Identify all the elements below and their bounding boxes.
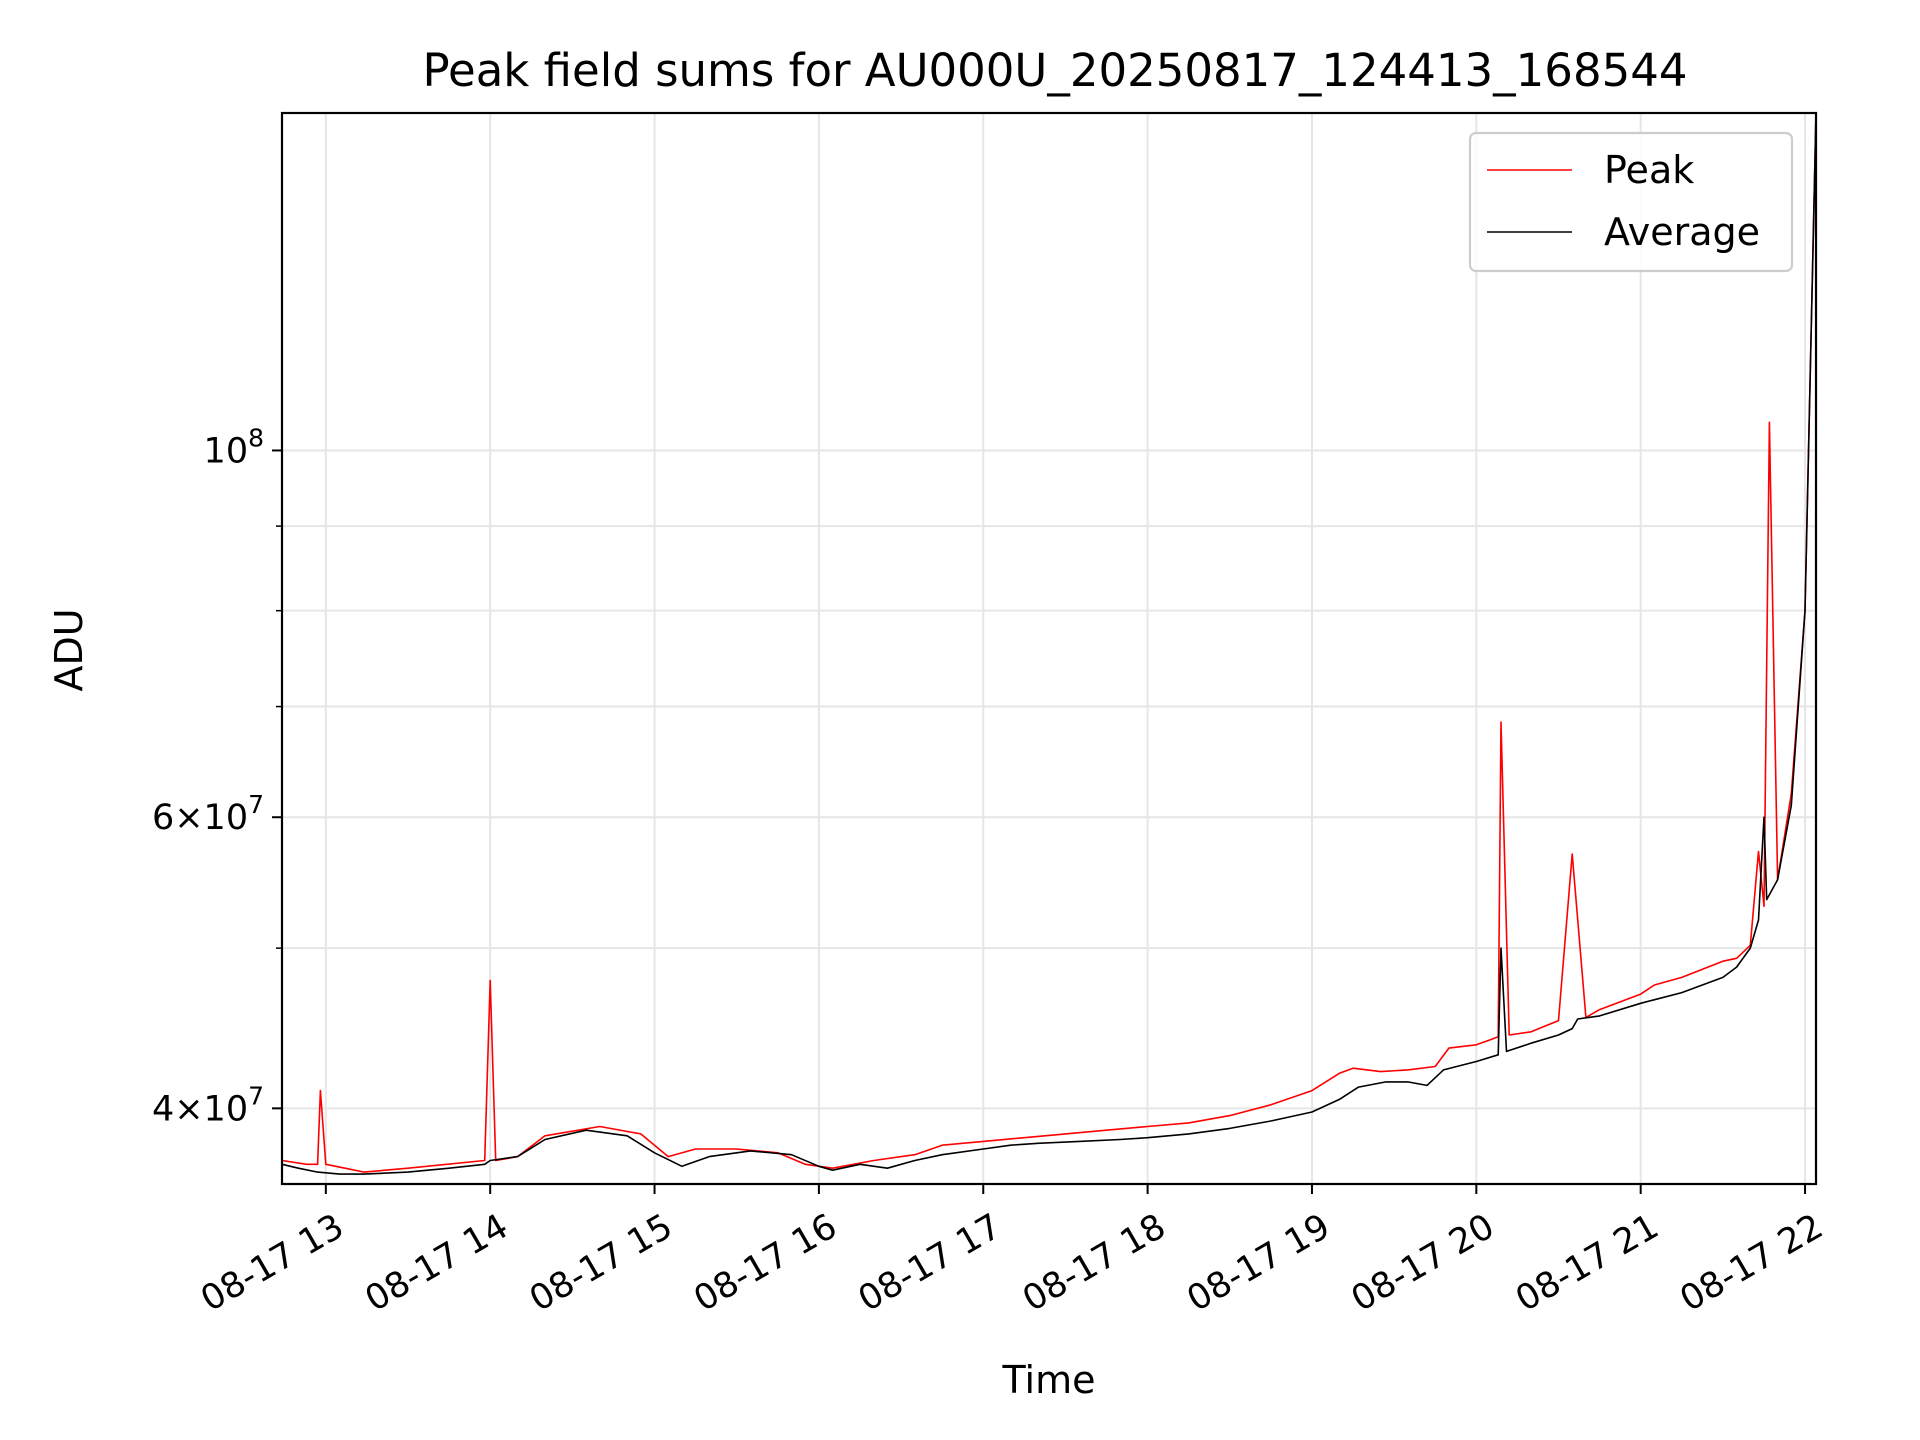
series-average-line: [281, 112, 1817, 1175]
chart-title: Peak field sums for AU000U_20250817_1244…: [423, 44, 1688, 97]
legend-average-label: Average: [1604, 210, 1760, 254]
legend-peak-label: Peak: [1604, 148, 1694, 192]
grid: [282, 113, 1816, 1184]
legend: Peak Average: [1468, 131, 1794, 273]
plot-frame: [280, 111, 1818, 1186]
y-tick-label: 4×107: [152, 1081, 264, 1129]
plot-series: [281, 112, 1817, 1175]
y-axis-label: ADU: [47, 608, 91, 691]
y-tick-label: 108: [204, 423, 264, 471]
x-axis-label: Time: [1002, 1358, 1096, 1402]
legend-box: [1468, 131, 1794, 273]
y-tick-label: 6×107: [152, 790, 264, 838]
